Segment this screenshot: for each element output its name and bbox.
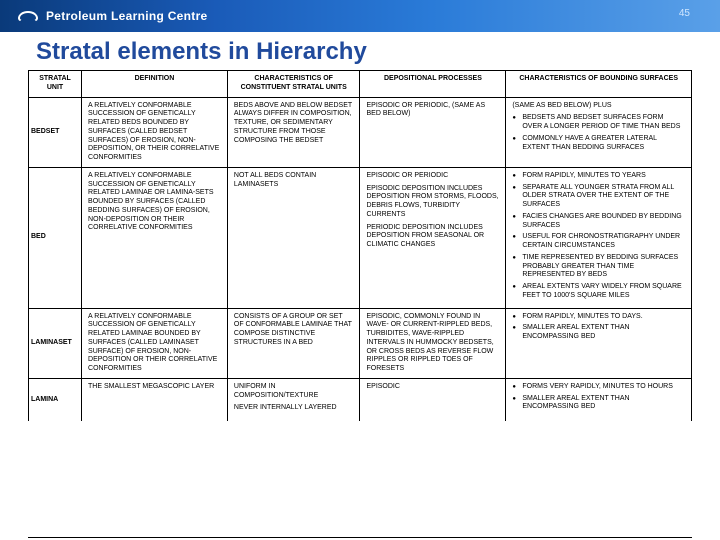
list-item: Commonly have a greater lateral extent t… <box>512 135 685 153</box>
cell-depositional: Episodic or periodic Episodic deposition… <box>360 167 506 308</box>
unit-name: Laminaset <box>29 308 82 378</box>
cell-depositional: Episodic, commonly found in wave- or cur… <box>360 308 506 378</box>
list-item: Useful for chronostratigraphy under cert… <box>512 233 685 251</box>
column-header-bounding: Characteristics of Bounding Surfaces <box>506 71 692 97</box>
column-header-depositional: Depositional Processes <box>360 71 506 97</box>
brand-logo-icon <box>18 11 38 23</box>
bounding-intro: (Same as bed below) plus <box>512 102 685 111</box>
cell-characteristics: Consists of a group or set of conformabl… <box>227 308 360 378</box>
page-title: Stratal elements in Hierarchy <box>0 32 720 70</box>
app-header: Petroleum Learning Centre 45 <box>0 0 720 32</box>
list-item: Areal extents vary widely from square fe… <box>512 283 685 301</box>
dep-line: Episodic or periodic <box>366 172 499 181</box>
brand-name: Petroleum Learning Centre <box>46 9 208 23</box>
list-item: Bedsets and bedset surfaces form over a … <box>512 114 685 132</box>
cell-definition: The smallest megascopic layer <box>82 378 228 421</box>
column-header-unit: Stratal Unit <box>29 71 82 97</box>
list-item: Smaller areal extent than encompassing b… <box>512 395 685 413</box>
unit-name: Lamina <box>29 378 82 421</box>
list-item: Form rapidly, minutes to years <box>512 172 685 181</box>
list-item: Forms very rapidly, minutes to hours <box>512 383 685 392</box>
table-row: Bed A relatively conformable succession … <box>29 167 692 308</box>
cell-definition: A relatively conformable succession of g… <box>82 308 228 378</box>
cell-bounding: Forms very rapidly, minutes to hours Sma… <box>506 378 692 421</box>
table-row: Laminaset A relatively conformable succe… <box>29 308 692 378</box>
unit-name: Bedset <box>29 97 82 167</box>
slide-number: 45 <box>679 8 690 19</box>
dep-line: Episodic deposition includes deposition … <box>366 185 499 220</box>
cell-depositional: Episodic or periodic, (same as bed below… <box>360 97 506 167</box>
table-row: Bedset A relatively conformable successi… <box>29 97 692 167</box>
stratal-table: Stratal Unit Definition Characteristics … <box>28 70 692 538</box>
table-header-row: Stratal Unit Definition Characteristics … <box>29 71 692 97</box>
list-item: Facies changes are bounded by bedding su… <box>512 213 685 231</box>
column-header-characteristics: Characteristics of Constituent Stratal U… <box>227 71 360 97</box>
cell-bounding: Form rapidly, minutes to days. Smaller a… <box>506 308 692 378</box>
table-row: Lamina The smallest megascopic layer Uni… <box>29 378 692 421</box>
char-line: Uniform in composition/texture <box>234 383 354 401</box>
list-item: Smaller areal extent than encompassing b… <box>512 324 685 342</box>
cell-definition: A relatively conformable succession of g… <box>82 97 228 167</box>
dep-line: Periodic deposition includes deposition … <box>366 224 499 250</box>
cell-bounding: Form rapidly, minutes to years Separate … <box>506 167 692 308</box>
char-line: Never internally layered <box>234 404 354 413</box>
cell-bounding: (Same as bed below) plus Bedsets and bed… <box>506 97 692 167</box>
cell-definition: A relatively conformable succession of g… <box>82 167 228 308</box>
cell-characteristics: Not all beds contain laminasets <box>227 167 360 308</box>
list-item: Form rapidly, minutes to days. <box>512 313 685 322</box>
list-item: Time represented by bedding surfaces pro… <box>512 254 685 280</box>
cell-characteristics: Beds above and below bedset always diffe… <box>227 97 360 167</box>
column-header-definition: Definition <box>82 71 228 97</box>
unit-name: Bed <box>29 167 82 308</box>
cell-depositional: Episodic <box>360 378 506 421</box>
list-item: Separate all younger strata from all old… <box>512 184 685 210</box>
cell-characteristics: Uniform in composition/texture Never int… <box>227 378 360 421</box>
